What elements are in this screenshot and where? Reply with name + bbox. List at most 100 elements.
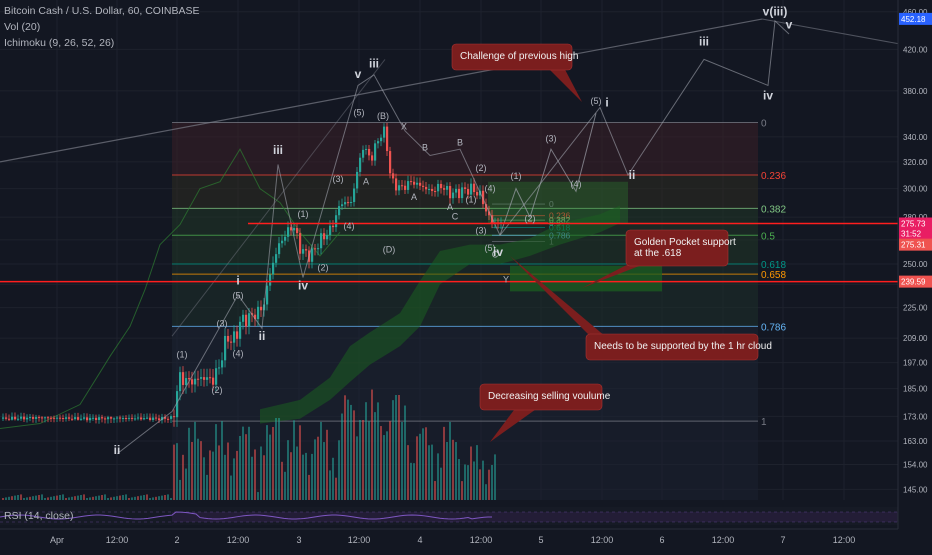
wave-label: (2)	[212, 385, 223, 395]
fib-zone-0-236	[172, 122, 758, 176]
volume-bar	[38, 495, 40, 500]
volume-bar	[284, 471, 286, 500]
small-fib-label: 0.382	[549, 215, 571, 225]
volume-bar	[83, 494, 85, 500]
volume-bar	[20, 494, 22, 500]
candle-body	[155, 417, 158, 419]
candle-body	[26, 417, 29, 420]
candle-body	[170, 416, 173, 419]
volume-bar	[194, 421, 196, 500]
wave-label: (3)	[217, 318, 228, 328]
volume-bar	[26, 497, 28, 500]
volume-bar	[482, 460, 484, 500]
rsi-indicator-label[interactable]: RSI (14, close)	[4, 510, 74, 522]
candle-body	[173, 416, 176, 418]
rsi-band	[172, 512, 898, 522]
wave-label: B	[422, 142, 428, 152]
volume-bar	[167, 494, 169, 500]
volume-bar	[434, 481, 436, 500]
volume-bar	[431, 444, 433, 500]
rsi-line	[0, 511, 493, 520]
volume-bar	[287, 440, 289, 500]
candle-body	[335, 215, 338, 228]
ichimoku-indicator-label[interactable]: Ichimoku (9, 26, 52, 26)	[4, 37, 115, 49]
candle-body	[320, 233, 323, 249]
candle-body	[77, 417, 80, 420]
elliott-wave-path	[116, 19, 790, 455]
candle-body	[380, 137, 383, 142]
volume-bar	[323, 442, 325, 500]
price-tick-label: 163.00	[903, 437, 928, 446]
candle-body	[215, 368, 218, 385]
volume-bar	[296, 446, 298, 500]
volume-bar	[311, 453, 313, 500]
volume-bar	[137, 496, 139, 500]
volume-bar	[455, 442, 457, 500]
candle-body	[389, 151, 392, 174]
volume-bar	[101, 495, 103, 500]
candle-body	[197, 378, 200, 380]
candle-body	[485, 204, 488, 212]
wave-label: iv	[493, 245, 503, 259]
volume-bar	[368, 421, 370, 500]
fib-zone-618-786	[172, 264, 758, 327]
candle-body	[419, 182, 422, 186]
wave-label: (5)	[591, 96, 602, 106]
volume-bar	[209, 450, 211, 500]
symbol-title[interactable]: Bitcoin Cash / U.S. Dollar, 60, COINBASE	[4, 5, 200, 17]
candle-body	[50, 417, 53, 419]
price-badge-label: 275.73	[901, 220, 926, 229]
candle-body	[11, 416, 14, 420]
candle-body	[395, 178, 398, 191]
note-pointer	[540, 60, 582, 102]
volume-bar	[281, 461, 283, 500]
volume-bar	[371, 389, 373, 500]
volume-bar	[134, 496, 136, 500]
volume-bar	[185, 468, 187, 500]
candle-body	[365, 148, 368, 150]
wave-label: (2)	[476, 163, 487, 173]
candle-body	[119, 417, 122, 419]
volume-bar	[479, 469, 481, 500]
volume-bar	[32, 496, 34, 500]
volume-bar	[176, 443, 178, 500]
volume-bar	[389, 421, 391, 500]
wave-label: iv	[763, 89, 773, 103]
candle-body	[194, 378, 197, 385]
candle-body	[488, 211, 491, 216]
wave-label: (5)	[485, 243, 496, 253]
price-tick-label: 340.00	[903, 133, 928, 142]
volume-bar	[17, 495, 19, 500]
wave-label: (1)	[298, 209, 309, 219]
candle-body	[410, 181, 413, 183]
volume-bar	[470, 446, 472, 500]
candle-body	[440, 183, 443, 189]
volume-bar	[107, 498, 109, 500]
candle-body	[32, 417, 35, 419]
annotation-notes: Challenge of previous high Golden Pocket …	[451, 43, 772, 442]
price-axis: 460.00420.00380.00340.00320.00300.00280.…	[897, 0, 932, 550]
volume-indicator-label[interactable]: Vol (20)	[4, 21, 41, 33]
volume-bar	[35, 495, 37, 500]
volume-bar	[401, 422, 403, 500]
candle-body	[398, 185, 401, 191]
volume-bar	[179, 479, 181, 500]
volume-bar	[125, 494, 127, 500]
volume-bar	[269, 434, 271, 500]
time-tick-label: Apr	[50, 535, 64, 545]
volume-bar	[392, 400, 394, 500]
candle-body	[137, 417, 140, 419]
candle-body	[461, 187, 464, 199]
volume-bar	[44, 498, 46, 500]
volume-bar	[317, 436, 319, 500]
price-badge-label: 239.59	[901, 278, 926, 287]
volume-bar	[182, 454, 184, 500]
candle-body	[23, 416, 26, 420]
candle-body	[176, 391, 179, 418]
candle-body	[404, 185, 407, 190]
candle-body	[191, 379, 194, 385]
candle-body	[146, 417, 149, 419]
note-pointer	[490, 402, 546, 442]
